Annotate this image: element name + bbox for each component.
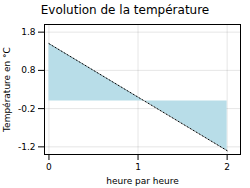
svg-text:2: 2 bbox=[224, 162, 230, 172]
svg-text:Température en °C: Température en °C bbox=[2, 47, 12, 133]
svg-text:1: 1 bbox=[135, 162, 141, 172]
svg-text:0: 0 bbox=[46, 162, 52, 172]
svg-text:-0.2: -0.2 bbox=[18, 103, 36, 113]
svg-text:1.8: 1.8 bbox=[21, 27, 36, 37]
svg-text:heure par heure: heure par heure bbox=[106, 176, 179, 186]
svg-text:0.8: 0.8 bbox=[21, 65, 36, 75]
html-text:Evolution de la température: Evolution de la température bbox=[40, 3, 210, 17]
svg-text:-1.2: -1.2 bbox=[18, 142, 36, 152]
